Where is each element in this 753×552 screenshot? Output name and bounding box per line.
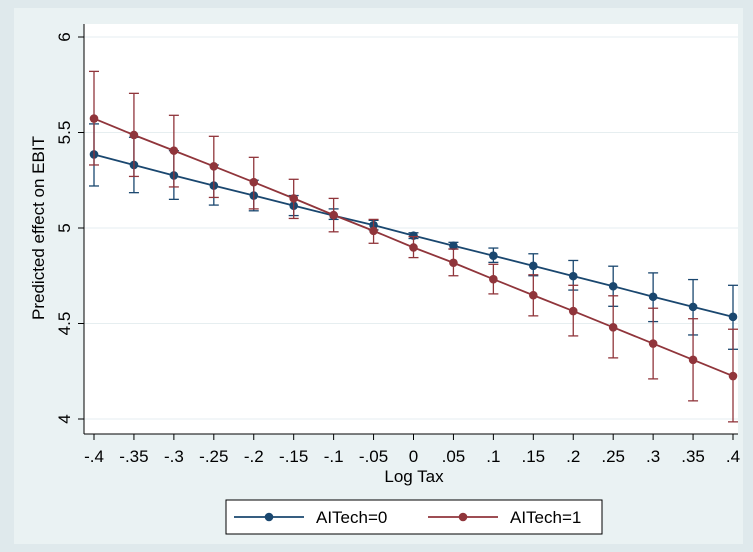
x-tick-label: .4	[726, 447, 740, 466]
x-tick-label: -.05	[359, 447, 388, 466]
legend-label: AITech=1	[510, 508, 581, 527]
y-tick-label: 5.5	[55, 121, 74, 145]
x-tick-label: .05	[442, 447, 466, 466]
series-0	[89, 123, 738, 350]
y-tick-label: 4	[55, 414, 74, 423]
data-point	[329, 210, 338, 220]
data-point	[409, 231, 418, 240]
legend-marker	[458, 512, 468, 522]
y-axis-label: Predicted effect on EBIT	[29, 136, 48, 320]
x-tick-label: -.25	[199, 447, 228, 466]
legend: AITech=0 AITech=1	[225, 499, 603, 535]
series-1	[89, 70, 738, 423]
data-point	[169, 146, 179, 155]
data-point	[369, 226, 378, 236]
x-tick-label: .2	[566, 447, 580, 466]
x-tick-label: -.35	[119, 447, 148, 466]
data-point	[409, 243, 418, 252]
data-point	[129, 130, 139, 140]
data-point	[648, 339, 658, 348]
data-point	[449, 258, 458, 268]
data-point	[608, 323, 618, 332]
series-layer	[89, 70, 738, 423]
legend-marker	[264, 512, 274, 522]
data-point	[449, 241, 458, 251]
x-tick-label: .25	[601, 447, 625, 466]
x-tick-label: 0	[409, 447, 418, 466]
data-point	[728, 371, 738, 381]
x-tick-label: -.1	[324, 447, 344, 466]
x-tick-label: .15	[521, 447, 545, 466]
data-point	[529, 261, 538, 271]
data-point	[608, 281, 618, 291]
data-point	[648, 292, 658, 302]
y-tick-label: 5	[55, 223, 74, 232]
data-point	[568, 271, 578, 281]
data-point	[209, 162, 219, 171]
x-tick-label: .3	[646, 447, 660, 466]
data-point	[289, 194, 298, 203]
data-point	[489, 251, 498, 260]
plot-area	[84, 24, 738, 434]
x-tick-label: -.4	[84, 447, 104, 466]
legend-label: AITech=0	[316, 508, 387, 527]
x-axis-label: Log Tax	[384, 467, 444, 486]
x-tick-label: -.15	[279, 447, 308, 466]
x-tick-label: .1	[486, 447, 500, 466]
x-tick-label: -.3	[164, 447, 184, 466]
x-tick-label: -.2	[244, 447, 264, 466]
axes: 4 4.5 5 5.5 6 -.4 -.35 -.3 -.25 -.2 -.15 -.1 -.05 0 .0…	[55, 24, 740, 466]
data-point	[249, 177, 259, 187]
data-point	[529, 290, 538, 300]
y-tick-label: 6	[55, 32, 74, 41]
data-point	[728, 312, 738, 322]
data-point	[89, 114, 99, 123]
data-point	[489, 274, 498, 284]
grid-lines	[84, 36, 738, 420]
data-point	[688, 302, 698, 312]
data-point	[688, 355, 698, 365]
x-tick-label: .35	[681, 447, 705, 466]
y-tick-label: 4.5	[55, 312, 74, 336]
data-point	[568, 306, 578, 316]
